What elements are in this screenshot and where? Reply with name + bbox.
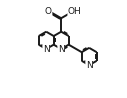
- Text: OH: OH: [68, 7, 82, 16]
- Text: N: N: [86, 61, 93, 70]
- Text: N: N: [58, 44, 65, 54]
- Text: O: O: [45, 7, 52, 16]
- Text: N: N: [43, 44, 50, 54]
